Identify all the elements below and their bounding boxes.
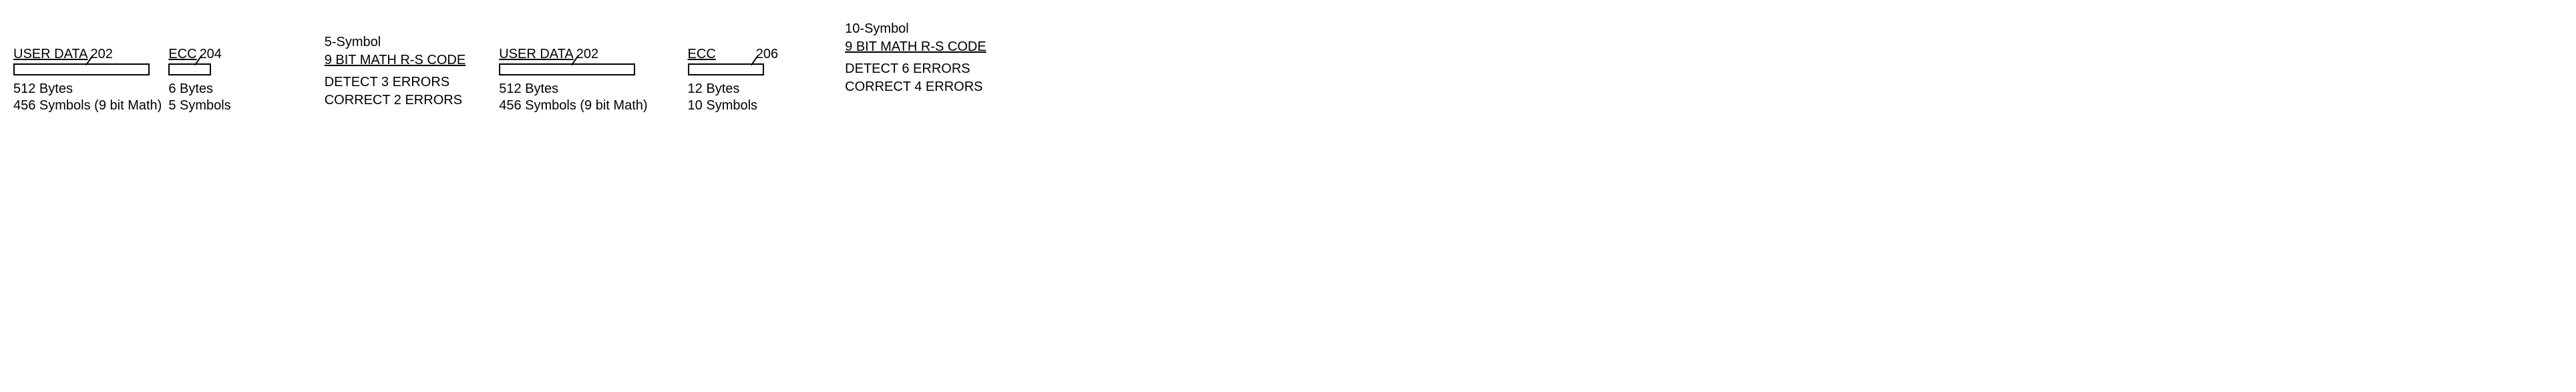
symbols-line: 456 Symbols (9 bit Math) (13, 97, 162, 114)
ref-callout: 202 (91, 47, 113, 62)
below-text: 512 Bytes 456 Symbols (9 bit Math) (13, 81, 162, 114)
spec-correct: CORRECT 4 ERRORS (845, 78, 986, 96)
spec-title-line1: 5-Symbol (325, 33, 466, 51)
symbols-line: 456 Symbols (9 bit Math) (499, 97, 647, 114)
ref-callout: 202 (576, 47, 598, 62)
ecc-block-2: ECC 206 12 Bytes 10 Symbols (688, 47, 779, 114)
below-text: 6 Bytes 5 Symbols (168, 81, 230, 114)
user-data-block-2: USER DATA 202 512 Bytes 456 Symbols (9 b… (499, 47, 647, 114)
data-rect (13, 63, 150, 75)
ecc-block-1: ECC 204 6 Bytes 5 Symbols (168, 47, 230, 114)
ref-callout: 204 (200, 47, 222, 62)
symbols-line: 5 Symbols (168, 97, 230, 114)
spec-title-line1: 10-Symbol (845, 20, 986, 38)
spec-detect: DETECT 6 ERRORS (845, 60, 986, 78)
spec-correct: CORRECT 2 ERRORS (325, 91, 466, 110)
label-row: ECC 204 (168, 47, 222, 63)
spec-detect: DETECT 3 ERRORS (325, 73, 466, 91)
below-text: 512 Bytes 456 Symbols (9 bit Math) (499, 81, 647, 114)
label-row: USER DATA 202 (13, 47, 113, 63)
ref-callout: 206 (756, 47, 778, 62)
bytes-line: 512 Bytes (499, 81, 647, 97)
block-label: ECC (168, 47, 196, 62)
ecc-diagram: USER DATA 202 512 Bytes 456 Symbols (9 b… (13, 13, 2563, 114)
block-label: USER DATA (13, 47, 88, 62)
bytes-line: 12 Bytes (688, 81, 758, 97)
spec-block-1: 5-Symbol 9 BIT MATH R-S CODE DETECT 3 ER… (325, 33, 466, 110)
label-row: USER DATA 202 (499, 47, 598, 63)
bytes-line: 6 Bytes (168, 81, 230, 97)
label-row: ECC 206 (688, 47, 779, 63)
spec-title-line2: 9 BIT MATH R-S CODE (325, 51, 466, 69)
below-text: 12 Bytes 10 Symbols (688, 81, 758, 114)
data-rect (499, 63, 635, 75)
spec-title-line2: 9 BIT MATH R-S CODE (845, 38, 986, 56)
bytes-line: 512 Bytes (13, 81, 162, 97)
user-data-block-1: USER DATA 202 512 Bytes 456 Symbols (9 b… (13, 47, 162, 114)
symbols-line: 10 Symbols (688, 97, 758, 114)
block-label: USER DATA (499, 47, 574, 62)
block-label: ECC (688, 47, 716, 62)
spec-block-2: 10-Symbol 9 BIT MATH R-S CODE DETECT 6 E… (845, 20, 986, 96)
